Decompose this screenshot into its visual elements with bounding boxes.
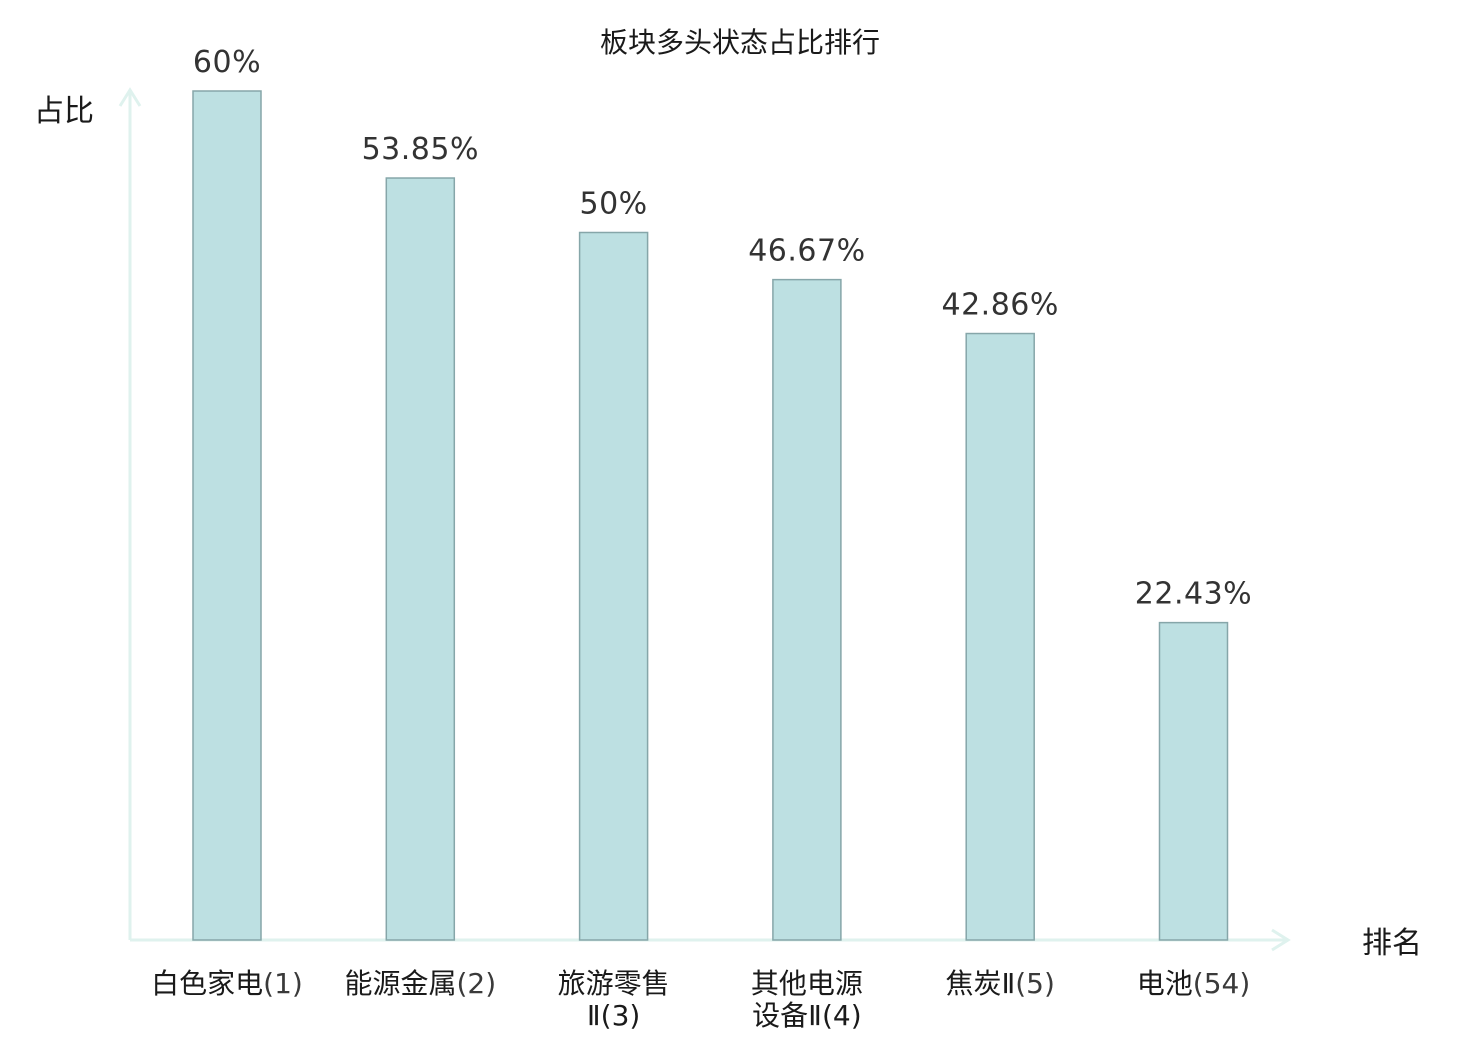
category-rank: (2) [456, 967, 496, 1000]
value-label: 42.86% [942, 288, 1059, 323]
value-label: 53.85% [362, 132, 479, 167]
category-label: 其他电源 [751, 967, 863, 1000]
bar [772, 278, 842, 941]
bars [192, 90, 1229, 941]
category-label: 设备Ⅱ(4) [752, 999, 861, 1032]
axes [118, 87, 1291, 952]
x-axis-arrow [1271, 928, 1291, 952]
bar [385, 177, 456, 941]
value-label: 22.43% [1135, 577, 1252, 612]
x-axis-label: 排名 [1362, 926, 1422, 961]
category-label: 焦炭Ⅱ(5) [945, 967, 1054, 1000]
bar [1158, 621, 1229, 941]
bar [192, 90, 262, 941]
category-label: 白色家电(1) [151, 967, 303, 1000]
category-name: 焦炭Ⅱ [945, 967, 1015, 1000]
category-name: 能源金属 [344, 967, 456, 1000]
bar [578, 231, 649, 941]
category-label: Ⅱ(3) [587, 999, 640, 1032]
value-label: 50% [580, 187, 648, 222]
y-axis-label: 占比 [34, 94, 94, 129]
category-label: 电池(54) [1137, 967, 1251, 1000]
category-label: 能源金属(2) [344, 967, 496, 1000]
chart-title: 板块多头状态占比排行 [600, 26, 880, 59]
category-name: 白色家电 [151, 967, 263, 1000]
y-axis-arrow [118, 87, 142, 107]
value-label: 60% [193, 45, 261, 80]
value-labels: 60% 53.85% 50% 46.67% 42.86% 22.43% [193, 45, 1252, 612]
value-label: 46.67% [748, 234, 865, 269]
category-label: 旅游零售 [558, 967, 670, 1000]
category-rank: (5) [1015, 967, 1055, 1000]
category-rank: (1) [263, 967, 303, 1000]
bar [965, 332, 1035, 941]
category-name: 电池 [1137, 967, 1193, 1000]
category-rank: (54) [1193, 967, 1250, 1000]
